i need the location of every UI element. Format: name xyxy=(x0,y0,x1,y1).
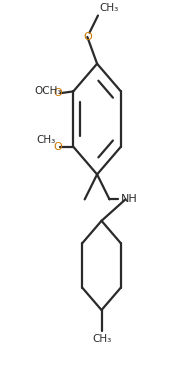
Text: OCH₃: OCH₃ xyxy=(35,87,62,96)
Text: NH: NH xyxy=(121,194,138,204)
Text: CH₃: CH₃ xyxy=(100,3,119,13)
Text: O: O xyxy=(53,142,62,152)
Text: CH₃: CH₃ xyxy=(92,334,111,344)
Text: CH₃: CH₃ xyxy=(36,135,56,145)
Text: O: O xyxy=(54,88,63,98)
Text: O: O xyxy=(83,32,92,42)
